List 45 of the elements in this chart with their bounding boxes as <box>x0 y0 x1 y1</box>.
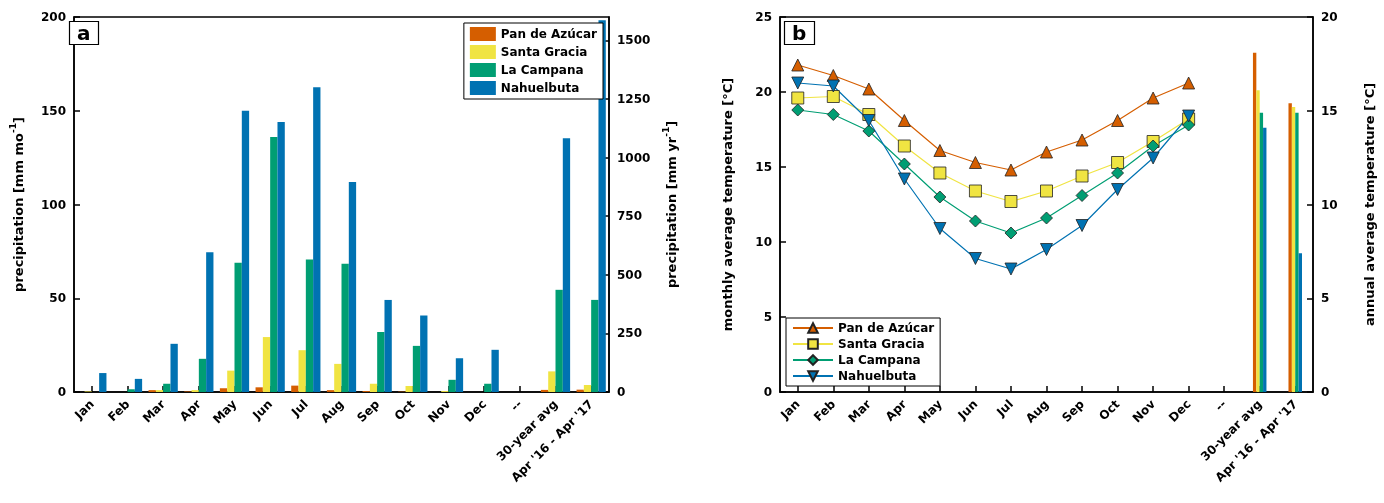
y-tick-label: 200 <box>40 10 66 24</box>
y-tick-label: 5 <box>763 310 772 324</box>
y-tick-label: 0 <box>57 385 66 399</box>
y2-tick-label: 5 <box>1321 291 1330 306</box>
y-tick-label: 50 <box>49 291 66 306</box>
legend-label: Santa Gracia <box>500 45 588 59</box>
y2-axis-title: annual average temperature [°C] <box>1362 82 1377 327</box>
y-tick-label: 150 <box>40 103 66 118</box>
y2-tick-label: 1000 <box>617 150 651 165</box>
legend-label: Santa Gracia <box>838 337 925 351</box>
legend-label: Nahuelbuta <box>838 369 917 383</box>
y-tick-label: 100 <box>40 197 66 212</box>
x-tick-label: -- <box>1212 397 1230 414</box>
x-tick-label: -- <box>507 397 525 414</box>
x-tick-label: Oct <box>1096 396 1123 424</box>
legend-label: Pan de Azúcar <box>838 321 935 335</box>
legend-label: La Campana <box>500 63 584 77</box>
x-tick-label: Feb <box>105 396 133 425</box>
legend-label: La Campana <box>838 353 921 367</box>
legend-label: Pan de Azúcar <box>500 27 598 41</box>
y2-tick-label: 1250 <box>617 92 651 107</box>
legend-label: Nahuelbuta <box>500 81 580 95</box>
y2-tick-label: 10 <box>1321 197 1338 212</box>
y2-tick-label: 0 <box>1321 385 1330 399</box>
y2-tick-label: 250 <box>617 326 643 341</box>
y-tick-label: 10 <box>755 235 772 249</box>
y2-axis-title: precipitation [mm yr-1] <box>660 120 679 289</box>
y2-tick-label: 0 <box>617 385 626 399</box>
y-tick-label: 15 <box>755 160 772 174</box>
y-tick-label: 25 <box>755 10 772 24</box>
x-tick-label: Jul <box>288 397 311 420</box>
y2-tick-label: 20 <box>1321 10 1338 24</box>
y-tick-label: 0 <box>763 385 772 399</box>
y2-tick-label: 1500 <box>617 33 651 48</box>
x-tick-label: Jul <box>993 397 1016 420</box>
x-tick-label: Oct <box>391 396 418 424</box>
chart-title: a <box>77 21 91 45</box>
chart-title: b <box>792 21 807 45</box>
y2-tick-label: 15 <box>1321 103 1338 118</box>
y2-tick-label: 750 <box>617 209 643 224</box>
x-tick-label: Feb <box>811 396 839 425</box>
y-axis-title: precipitation [mm mo-1] <box>7 117 26 292</box>
y2-tick-label: 500 <box>617 267 643 282</box>
y-axis-title: monthly average temperature [°C] <box>720 77 735 332</box>
y-tick-label: 20 <box>755 85 772 99</box>
